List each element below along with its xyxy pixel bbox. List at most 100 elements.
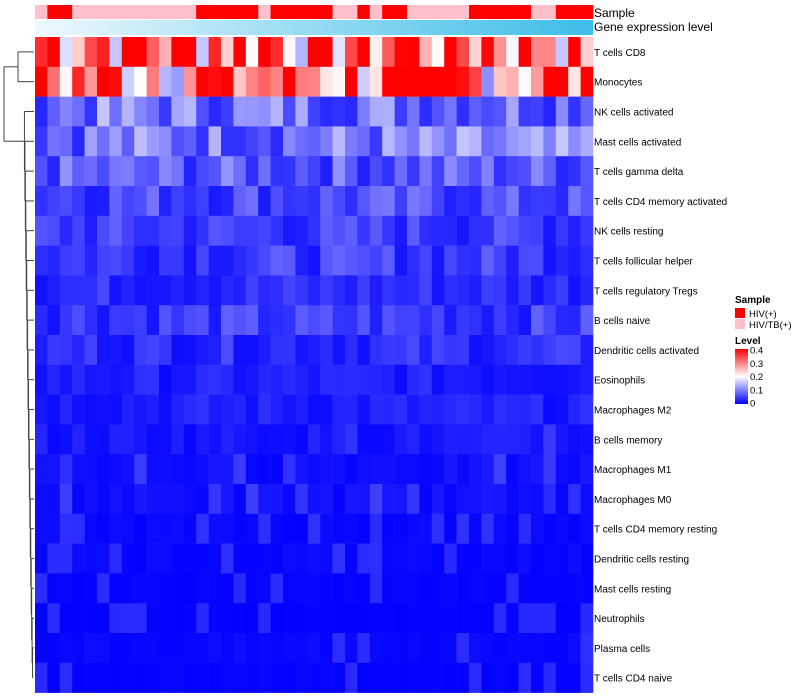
heatmap-cell — [134, 424, 147, 455]
heatmap-cell — [221, 573, 234, 604]
heatmap-cell — [444, 275, 457, 306]
heatmap-cell — [555, 424, 569, 455]
heatmap-cell — [357, 364, 371, 395]
heatmap-cell — [357, 573, 371, 604]
heatmap-cell — [568, 186, 581, 217]
heatmap-cell — [419, 543, 433, 574]
heatmap-cell — [171, 37, 185, 68]
heatmap-cell — [332, 573, 346, 604]
heatmap-cell — [221, 305, 234, 336]
heatmap-cell — [159, 603, 172, 634]
heatmap-cell — [307, 215, 321, 246]
heatmap-cell — [543, 573, 557, 604]
heatmap-cell — [270, 305, 284, 336]
heatmap-cell — [419, 305, 433, 336]
heatmap-cell — [295, 335, 309, 366]
sample-annotation-cell — [518, 5, 532, 19]
row-label: NK cells activated — [594, 108, 673, 119]
heatmap-cell — [419, 96, 433, 127]
heatmap-cell — [84, 424, 98, 455]
heatmap-cell — [183, 662, 197, 693]
heatmap-cell — [518, 543, 532, 574]
heatmap-cell — [493, 305, 507, 336]
heatmap-cell — [419, 335, 433, 366]
heatmap-cell — [208, 513, 222, 544]
heatmap-cell — [72, 573, 85, 604]
heatmap-cell — [481, 335, 495, 366]
sample-annotation-cell — [295, 5, 309, 19]
heatmap-cell — [345, 484, 358, 515]
heatmap-cell — [233, 603, 247, 634]
heatmap-cell — [84, 364, 98, 395]
heatmap-cell — [369, 186, 383, 217]
heatmap-cell — [493, 484, 507, 515]
heatmap-cell — [196, 126, 209, 157]
heatmap-cell — [295, 662, 309, 693]
legend-swatch-hiv — [735, 308, 745, 318]
heatmap-cell — [35, 662, 48, 693]
heatmap-cell — [159, 305, 172, 336]
heatmap-cell — [444, 186, 457, 217]
heatmap-cell — [196, 603, 209, 634]
heatmap-cell — [146, 245, 160, 276]
row-label: T cells CD4 memory activated — [594, 197, 727, 208]
heatmap-cell — [481, 662, 495, 693]
heatmap-cell — [345, 186, 358, 217]
heatmap-cell — [97, 633, 110, 664]
heatmap-cell — [258, 126, 271, 157]
heatmap-cell — [233, 543, 247, 574]
heatmap-cell — [35, 186, 48, 217]
heatmap-cell — [283, 424, 296, 455]
heatmap-cell — [233, 215, 247, 246]
heatmap-cell — [221, 424, 234, 455]
heatmap-cell — [580, 156, 594, 187]
heatmap-cell — [568, 215, 581, 246]
heatmap-cell — [84, 513, 98, 544]
heatmap-cell — [258, 245, 271, 276]
heatmap-cell — [580, 633, 594, 664]
sample-annotation-cell — [159, 5, 172, 19]
heatmap-cell — [568, 66, 581, 97]
heatmap-cell — [121, 186, 135, 217]
heatmap-cell — [320, 364, 333, 395]
heatmap-cell — [345, 275, 358, 306]
heatmap-cell — [208, 662, 222, 693]
heatmap-cell — [159, 215, 172, 246]
heatmap-cell — [431, 543, 445, 574]
sample-annotation-cell — [35, 5, 48, 19]
legend-level-tick: 0.1 — [750, 385, 763, 396]
row-label: B cells memory — [594, 435, 662, 446]
heatmap-cell — [357, 603, 371, 634]
heatmap-cell — [258, 662, 271, 693]
heatmap-cell — [345, 96, 358, 127]
heatmap-cell — [109, 603, 123, 634]
heatmap-cell — [245, 275, 259, 306]
heatmap-cell — [84, 275, 98, 306]
heatmap-cell — [59, 513, 73, 544]
heatmap-cell — [345, 513, 358, 544]
heatmap-cell — [159, 96, 172, 127]
heatmap-cell — [221, 484, 234, 515]
heatmap-cell — [493, 156, 507, 187]
heatmap-cell — [332, 186, 346, 217]
heatmap-cell — [543, 543, 557, 574]
heatmap-cell — [121, 215, 135, 246]
heatmap-cell — [307, 245, 321, 276]
heatmap-cell — [258, 156, 271, 187]
sample-annotation-cell — [320, 5, 333, 19]
heatmap-cell — [580, 543, 594, 574]
heatmap-cell — [568, 37, 581, 68]
heatmap-cell — [332, 245, 346, 276]
heatmap-cell — [419, 454, 433, 485]
heatmap-cell — [518, 394, 532, 425]
heatmap-cell — [221, 245, 234, 276]
heatmap-cell — [47, 245, 61, 276]
heatmap-cell — [295, 275, 309, 306]
heatmap-cell — [233, 484, 247, 515]
heatmap-cell — [146, 513, 160, 544]
heatmap-cell — [109, 484, 123, 515]
heatmap-cell — [270, 245, 284, 276]
heatmap-cell — [233, 633, 247, 664]
heatmap-cell — [221, 215, 234, 246]
heatmap-cell — [233, 573, 247, 604]
